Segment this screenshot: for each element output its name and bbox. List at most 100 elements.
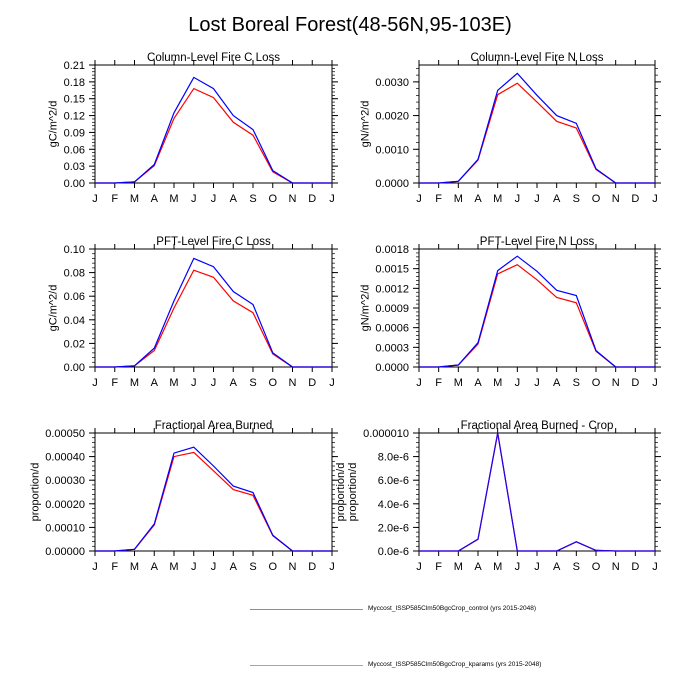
y-tick-label: 0.09	[64, 127, 85, 139]
x-tick-label: A	[474, 561, 482, 573]
y-tick-label: 4.0e-6	[378, 499, 409, 511]
x-tick-label: F	[111, 193, 118, 205]
series-line-control	[419, 72, 655, 184]
x-tick-label: A	[230, 377, 238, 389]
series-line-kparams	[95, 269, 332, 368]
y-tick-label: 0.02	[64, 338, 85, 350]
y-tick-label: 0.18	[64, 77, 85, 89]
y-tick-label: 0.0006	[375, 323, 409, 335]
x-tick-label: F	[111, 561, 118, 573]
plot-frame	[94, 432, 333, 552]
x-tick-label: F	[111, 377, 118, 389]
plot-frame	[94, 64, 333, 184]
y-tick-label: 0.0009	[375, 303, 409, 315]
y-tick-label: 0.0012	[375, 283, 409, 295]
plot-frame	[418, 432, 656, 552]
y-tick-label: 0.03	[64, 161, 85, 173]
plot-frame	[418, 64, 656, 184]
x-tick-label: J	[211, 377, 217, 389]
y-tick-label: 0.00040	[45, 452, 85, 464]
y-tick-label: 0.06	[64, 144, 85, 156]
y-tick-label: 2.0e-6	[378, 522, 409, 534]
x-tick-label: F	[435, 377, 442, 389]
x-tick-label: A	[151, 561, 159, 573]
y-axis-label: gN/m^2/d	[359, 285, 371, 332]
x-tick-label: J	[92, 193, 98, 205]
series-line-kparams	[419, 432, 655, 552]
x-tick-label: J	[534, 193, 540, 205]
panel-title: Fractional Area Burned	[155, 420, 273, 432]
series-line-control	[95, 257, 332, 368]
x-tick-label: S	[573, 561, 580, 573]
panel-title: PFT-Level Fire N Loss	[480, 236, 595, 248]
x-tick-label: D	[308, 561, 316, 573]
x-tick-label: J	[515, 377, 521, 389]
x-tick-label: S	[249, 193, 256, 205]
x-tick-label: D	[631, 377, 639, 389]
x-tick-label: J	[515, 193, 521, 205]
y-tick-label: 0.0e-6	[378, 546, 409, 558]
y-axis-label: gC/m^2/d	[48, 101, 60, 148]
series-line-kparams	[95, 451, 332, 552]
x-tick-label: J	[92, 377, 98, 389]
y-tick-label: 0.15	[64, 94, 85, 106]
x-tick-label: J	[416, 193, 422, 205]
x-tick-label: J	[416, 561, 422, 573]
y-tick-label: 0.00050	[45, 428, 85, 440]
x-tick-label: M	[493, 561, 502, 573]
x-tick-label: J	[211, 561, 217, 573]
y-axis-label-right: proportion/d	[335, 463, 347, 522]
series-line-control	[95, 76, 332, 184]
x-tick-label: J	[191, 193, 197, 205]
x-tick-label: N	[612, 377, 620, 389]
x-tick-label: D	[308, 193, 316, 205]
x-tick-label: A	[151, 377, 159, 389]
x-tick-label: S	[249, 561, 256, 573]
x-tick-label: J	[329, 377, 335, 389]
y-tick-label: 0.0003	[375, 342, 409, 354]
y-tick-label: 0.12	[64, 111, 85, 123]
y-tick-label: 0.000010	[363, 428, 409, 440]
y-tick-label: 0.08	[64, 268, 85, 280]
x-tick-label: D	[308, 377, 316, 389]
x-tick-label: N	[289, 561, 297, 573]
plot-frame	[418, 248, 656, 368]
x-tick-label: M	[130, 561, 139, 573]
x-tick-label: M	[130, 377, 139, 389]
y-tick-label: 0.0020	[375, 111, 409, 123]
x-tick-label: J	[92, 561, 98, 573]
x-tick-label: J	[211, 193, 217, 205]
x-tick-label: S	[573, 193, 580, 205]
panel-title: Column-Level Fire N Loss	[471, 52, 604, 64]
x-tick-label: N	[612, 193, 620, 205]
y-axis-label: proportion/d	[347, 463, 359, 522]
legend-line-control	[250, 609, 363, 610]
x-tick-label: J	[416, 377, 422, 389]
x-tick-label: J	[534, 377, 540, 389]
panel-title: Column-Level Fire C Loss	[147, 52, 280, 64]
x-tick-label: J	[652, 193, 658, 205]
series-line-control	[419, 255, 655, 368]
legend-line-kparams	[250, 665, 363, 666]
y-tick-label: 6.0e-6	[378, 475, 409, 487]
y-tick-label: 0.0018	[375, 244, 409, 256]
x-tick-label: D	[631, 561, 639, 573]
x-tick-label: S	[573, 377, 580, 389]
x-tick-label: M	[493, 377, 502, 389]
x-tick-label: A	[553, 193, 561, 205]
legend-label-control: Myccost_ISSP585Clm50BgcCrop_control (yrs…	[368, 605, 536, 612]
y-tick-label: 0.04	[64, 315, 85, 327]
x-tick-label: J	[191, 561, 197, 573]
y-tick-label: 0.00000	[45, 546, 85, 558]
x-tick-label: A	[230, 193, 238, 205]
x-tick-label: M	[454, 561, 463, 573]
x-tick-label: M	[169, 193, 178, 205]
x-tick-label: A	[230, 561, 238, 573]
series-line-control	[95, 446, 332, 552]
y-axis-label: gN/m^2/d	[359, 101, 371, 148]
series-line-control	[419, 432, 655, 552]
y-tick-label: 0.00030	[45, 475, 85, 487]
x-tick-label: A	[151, 193, 159, 205]
